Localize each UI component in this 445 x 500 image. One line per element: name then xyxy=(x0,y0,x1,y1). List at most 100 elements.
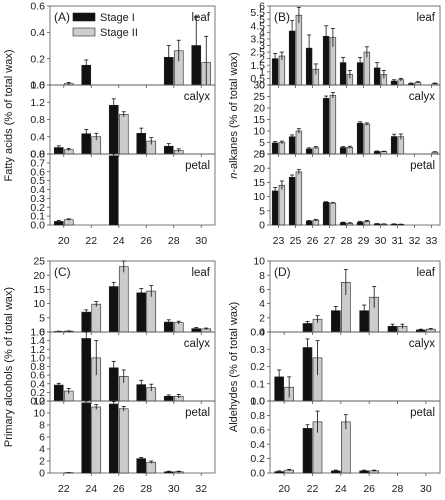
organ-label: leaf xyxy=(416,267,435,279)
x-tick-label: 25 xyxy=(290,235,302,247)
y-tick-label: 5.5 xyxy=(250,7,265,19)
y-tick-label: 10 xyxy=(33,408,45,420)
y-axis-title-italic: n xyxy=(228,173,240,179)
panel-letter: (A) xyxy=(54,10,70,24)
x-tick-label: 30 xyxy=(420,483,432,495)
y-tick-label: 0.5 xyxy=(250,73,265,85)
x-tick-label: 26 xyxy=(140,235,152,247)
y-tick-label: 0.4 xyxy=(30,27,45,39)
y-tick-label: 0.4 xyxy=(30,131,45,143)
x-tick-label: 30 xyxy=(168,483,180,495)
y-axis-title: Primary alcohols (% of total wax) xyxy=(3,287,15,447)
x-tick-label: 20 xyxy=(278,483,290,495)
y-tick-label: 0.2 xyxy=(30,387,45,399)
bar-stage1 xyxy=(136,458,147,474)
y-tick-label: 0.0 xyxy=(30,149,45,161)
y-tick-label: 1.4 xyxy=(30,335,45,347)
y-tick-label: 0.0 xyxy=(250,468,265,480)
subplot-calyx: 0.00.20.40.60.81.01.21.41.6 calyx xyxy=(30,327,216,408)
y-tick-label: 0.2 xyxy=(250,453,265,465)
y-tick-label: 5 xyxy=(259,205,265,217)
y-tick-label: 5 xyxy=(259,14,265,26)
y-tick-label: 10 xyxy=(253,256,265,268)
organ-label: calyx xyxy=(184,338,210,350)
subplot-frame xyxy=(269,153,441,226)
y-tick-label: 0.3 xyxy=(250,344,265,356)
y-tick-label: 25 xyxy=(33,256,45,268)
bar-stage1 xyxy=(302,428,313,474)
legend-label-stage2: Stage II xyxy=(100,27,138,39)
y-tick-label: 1.0 xyxy=(250,396,265,408)
y-tick-label: 5 xyxy=(259,137,265,149)
y-tick-label: 0 xyxy=(259,80,265,92)
y-tick-label: 1.6 xyxy=(30,327,45,339)
bar-stage1 xyxy=(81,311,92,333)
bar-stage1 xyxy=(81,402,92,474)
organ-label: leaf xyxy=(191,12,210,24)
y-tick-label: 1.0 xyxy=(30,352,45,364)
y-tick-label: 2 xyxy=(259,53,265,65)
bar-stage2 xyxy=(91,303,102,333)
x-tick-label: 30 xyxy=(375,235,387,247)
y-tick-label: 0.7 xyxy=(30,157,45,169)
bar-stage2 xyxy=(118,114,129,155)
subplot-calyx: 0.0 0.1 0.2 0.3 0.4 calyx xyxy=(250,327,441,408)
y-tick-label: 0.8 xyxy=(30,361,45,373)
y-tick-label: 6 xyxy=(39,432,45,444)
bar-stage1 xyxy=(271,142,279,155)
x-tick-label: 29 xyxy=(358,235,370,247)
x-tick-label: 26 xyxy=(307,235,319,247)
legend: Stage I Stage II xyxy=(72,12,138,39)
y-axis-title-rest: -alkanes (% of total wax) xyxy=(228,52,240,172)
subplot-petal: 0.0 0.2 0.4 0.6 0.8 1.0 petal xyxy=(250,396,441,480)
y-tick-label: 0.6 xyxy=(250,424,265,436)
y-axis-title: n-alkanes (% of total wax) xyxy=(228,52,240,179)
organ-label: petal xyxy=(410,407,435,419)
x-tick-label: 22 xyxy=(58,483,70,495)
bar-stage2 xyxy=(146,461,157,474)
x-tick-label: 23 xyxy=(273,235,285,247)
y-tick-label: 10 xyxy=(253,191,265,203)
x-tick-label: 32 xyxy=(409,235,421,247)
panel-letter: (D) xyxy=(274,265,291,279)
panel-letter: (B) xyxy=(274,10,290,24)
organ-label: calyx xyxy=(409,91,435,103)
bar-stage1 xyxy=(322,98,330,155)
x-tick-label: 22 xyxy=(85,235,97,247)
y-axis-title: Fatty acids (% of total wax) xyxy=(3,49,15,181)
x-tick-label: 31 xyxy=(392,235,404,247)
y-tick-label: 25 xyxy=(253,149,265,161)
y-tick-label: 0.6 xyxy=(30,166,45,178)
y-tick-label: 0 xyxy=(259,327,265,339)
y-tick-label: 0.4 xyxy=(30,378,45,390)
y-tick-label: 0.2 xyxy=(30,202,45,214)
y-tick-label: 12 xyxy=(33,396,45,408)
y-tick-label: 1.2 xyxy=(30,97,45,109)
x-tick-label: 20 xyxy=(58,235,70,247)
y-tick-label: 3 xyxy=(259,40,265,52)
organ-label: leaf xyxy=(191,267,210,279)
x-tick-label: 30 xyxy=(195,235,207,247)
bar-stage2 xyxy=(91,406,102,474)
y-tick-label: 0.2 xyxy=(30,53,45,65)
organ-label: petal xyxy=(185,160,210,172)
y-tick-label: 4 xyxy=(259,27,265,39)
bar-stage1 xyxy=(136,292,147,333)
bar-stage1 xyxy=(305,220,313,226)
x-tick-label: 28 xyxy=(140,483,152,495)
y-tick-label: 0.0 xyxy=(250,396,265,408)
x-tick-label: 28 xyxy=(168,235,180,247)
bar-stage1 xyxy=(356,122,364,155)
subplot-frame xyxy=(269,400,441,474)
y-tick-label: 0.4 xyxy=(250,327,265,339)
bar-stage1 xyxy=(108,104,119,155)
y-tick-label: 0.8 xyxy=(30,114,45,126)
y-tick-label: 8 xyxy=(259,270,265,282)
y-tick-label: 20 xyxy=(253,103,265,115)
x-tick-label: 26 xyxy=(113,483,125,495)
bar-stage2 xyxy=(363,123,371,155)
bar-stage2 xyxy=(146,290,157,333)
organ-label: calyx xyxy=(184,91,210,103)
